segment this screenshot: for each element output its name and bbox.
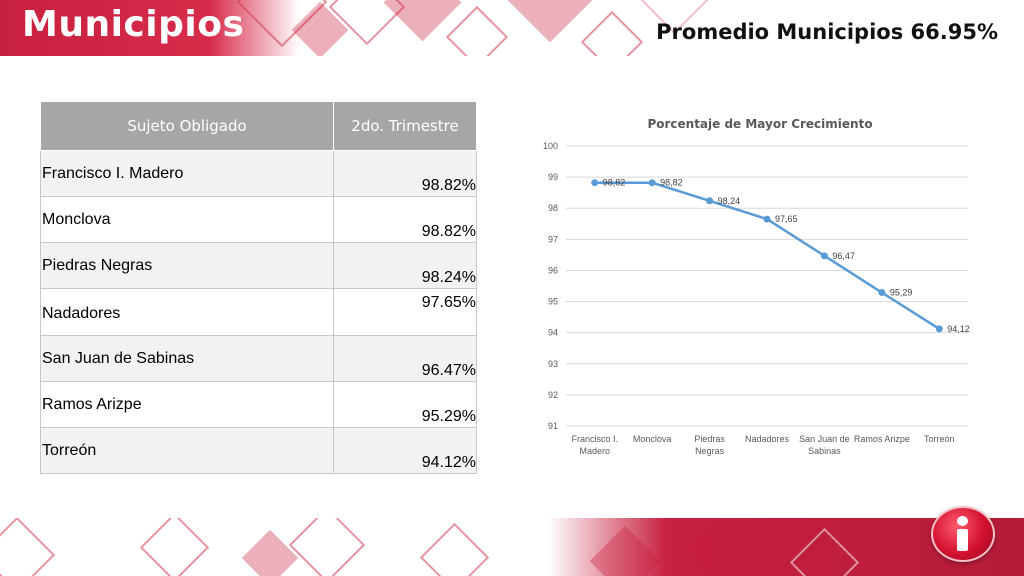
footer-band xyxy=(0,518,1024,576)
header-band xyxy=(0,0,1024,56)
x-tick-label: Ramos Arizpe xyxy=(854,434,910,444)
row-name: Ramos Arizpe xyxy=(40,381,334,428)
table-row: Ramos Arizpe 95.29% xyxy=(40,381,477,428)
data-point xyxy=(763,215,771,223)
decor-diamond xyxy=(445,5,509,56)
row-value: 98.24% xyxy=(333,242,477,289)
data-label: 98,82 xyxy=(660,178,683,188)
chart-svg: 91 92 93 94 95 96 97 98 99 100 Francisco I. Madero M… xyxy=(543,141,970,456)
row-name: Monclova xyxy=(40,196,334,243)
row-value: 94.12% xyxy=(333,427,477,474)
table-row: Torreón 94.12% xyxy=(40,427,477,474)
row-value: 98.82% xyxy=(333,196,477,243)
row-name: Piedras Negras xyxy=(40,242,334,289)
table-row: Piedras Negras 98.24% xyxy=(40,242,477,289)
average-label: Promedio Municipios 66.95% xyxy=(656,20,998,44)
y-tick-label: 96 xyxy=(548,265,558,275)
y-tick-label: 91 xyxy=(548,421,558,431)
info-logo-dot xyxy=(957,516,968,526)
info-logo-stem xyxy=(957,529,968,551)
data-label: 96,47 xyxy=(832,251,855,261)
row-name: San Juan de Sabinas xyxy=(40,335,334,382)
decor-diamond xyxy=(419,522,490,576)
data-table: Sujeto Obligado 2do. Trimestre Francisco… xyxy=(40,101,477,474)
data-label: 94,12 xyxy=(947,324,970,334)
data-label: 95,29 xyxy=(890,288,913,298)
x-tick-label: Nadadores xyxy=(745,434,790,444)
chart-title: Porcentaje de Mayor Crecimiento xyxy=(647,117,873,131)
y-tick-label: 93 xyxy=(548,359,558,369)
table-row: Monclova 98.82% xyxy=(40,196,477,243)
data-point xyxy=(648,179,656,187)
info-logo-icon xyxy=(931,506,995,562)
row-name: Torreón xyxy=(40,427,334,474)
line-chart: 91 92 93 94 95 96 97 98 99 100 Francisco I. Madero M… xyxy=(520,101,1000,481)
header-trimestre: 2do. Trimestre xyxy=(333,101,477,151)
decor-diamond xyxy=(507,0,593,43)
series-line xyxy=(594,181,940,330)
decor-diamond xyxy=(288,518,366,576)
row-name: Francisco I. Madero xyxy=(40,150,334,197)
table-row: San Juan de Sabinas 96.47% xyxy=(40,335,477,382)
data-label: 98,82 xyxy=(603,178,626,188)
decor-diamond xyxy=(580,10,644,56)
data-label: 97,65 xyxy=(775,214,798,224)
header-red-background xyxy=(0,0,300,56)
decor-diamond xyxy=(241,529,299,576)
decor-diamond xyxy=(139,518,210,576)
x-tick-label: Torreón xyxy=(924,434,955,444)
decor-diamond xyxy=(0,518,56,576)
data-point xyxy=(706,197,714,205)
y-tick-label: 100 xyxy=(543,141,558,151)
y-tick-label: 95 xyxy=(548,297,558,307)
row-value: 95.29% xyxy=(333,381,477,428)
x-tick-label: Piedras Negras xyxy=(694,434,725,456)
y-tick-label: 94 xyxy=(548,328,558,338)
row-value: 98.82% xyxy=(333,150,477,197)
y-tick-label: 92 xyxy=(548,390,558,400)
table-row: Nadadores 97.65% xyxy=(40,288,477,336)
data-point xyxy=(935,325,943,333)
data-point xyxy=(820,252,828,260)
row-value: 96.47% xyxy=(333,335,477,382)
row-value: 97.65% xyxy=(333,288,477,336)
table-row: Francisco I. Madero 98.82% xyxy=(40,150,477,197)
x-tick-label: San Juan de Sabinas xyxy=(799,434,850,456)
x-tick-label: Francisco I. Madero xyxy=(571,434,618,456)
page-title: Municipios xyxy=(22,4,245,45)
data-point xyxy=(878,289,886,297)
y-tick-label: 99 xyxy=(548,172,558,182)
y-tick-label: 97 xyxy=(548,234,558,244)
y-tick-label: 98 xyxy=(548,203,558,213)
table-header-row: Sujeto Obligado 2do. Trimestre xyxy=(40,101,477,151)
data-point xyxy=(591,179,599,187)
row-name: Nadadores xyxy=(40,288,334,336)
header-sujeto-obligado: Sujeto Obligado xyxy=(40,101,334,151)
x-tick-label: Monclova xyxy=(633,434,672,444)
data-label: 98,24 xyxy=(718,196,741,206)
